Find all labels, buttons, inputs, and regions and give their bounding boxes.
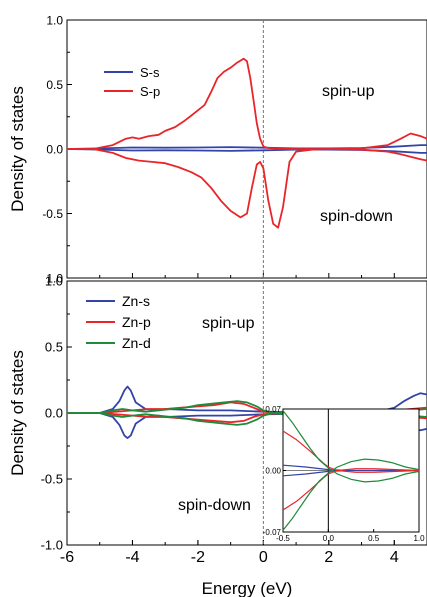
inset-series [282, 410, 420, 531]
legend-label-s-p: S-p [140, 84, 160, 99]
top-ytick-label: 0.0 [46, 142, 63, 156]
legend-label-zn-d: Zn-d [122, 335, 151, 351]
bottom-x-axis-label: Energy (eV) [202, 579, 293, 597]
top-y-axis: 1.0 0.5 0.0 -0.5 1.0 [42, 13, 427, 285]
legend-label-s-s: S-s [140, 65, 160, 80]
inset-xtick-label: 0.0 [323, 534, 335, 543]
bottom-ytick-label: 0.0 [45, 406, 63, 421]
bottom-ytick-label: 0.5 [45, 340, 63, 355]
top-annotation-spin-up: spin-up [322, 83, 375, 100]
bottom-series-zn-s-up [67, 385, 427, 414]
bottom-xtick-label: -4 [125, 549, 139, 566]
top-series-s-p-down [67, 148, 427, 229]
bottom-legend: Zn-s Zn-p Zn-d [86, 293, 151, 351]
bottom-annotation-spin-up: spin-up [202, 315, 255, 332]
top-series-s-s-down [66, 148, 427, 154]
bottom-xtick-label: 4 [390, 549, 399, 566]
bottom-x-axis: -6 -4 -2 0 2 4 [60, 540, 427, 566]
inset-xtick-label: 0.5 [368, 534, 380, 543]
inset-xtick-label: -0.5 [276, 534, 290, 543]
legend-label-zn-p: Zn-p [122, 314, 151, 330]
top-ytick-label: 1.0 [46, 13, 63, 27]
inset-series-blue-1 [282, 469, 419, 477]
top-ytick-label: 1.0 [46, 271, 63, 285]
inset-xtick-label: 1.0 [413, 534, 425, 543]
legend-label-zn-s: Zn-s [122, 293, 150, 309]
bottom-xtick-label: 0 [259, 549, 268, 566]
inset-series-red-3 [282, 468, 420, 511]
inset-series-green-4 [282, 410, 420, 483]
top-legend: S-s S-p [104, 65, 160, 99]
inset-series-red-2 [282, 430, 420, 473]
bottom-xtick-label: 2 [324, 549, 333, 566]
bottom-ytick-label: 1.0 [45, 274, 63, 289]
top-annotation-spin-down: spin-down [320, 208, 393, 225]
top-ytick-label: -0.5 [42, 207, 63, 221]
inset-ytick-label: 0.07 [265, 405, 281, 414]
inset-series-green-5 [282, 458, 420, 531]
bottom-xtick-label: -2 [191, 549, 205, 566]
bottom-y-axis: 1.0 0.5 0.0 -0.5 -1.0 [41, 274, 72, 553]
inset-axes: 0.07 0.00 -0.07-0.5 0.0 0.5 1.0 [263, 405, 425, 543]
top-y-axis-label: Density of states [8, 86, 27, 212]
inset-ytick-label: 0.00 [265, 466, 281, 475]
top-ytick-label: 0.5 [46, 78, 63, 92]
inset-panel: 0.07 0.00 -0.07-0.5 0.0 0.5 1.0 [263, 405, 425, 543]
top-series [66, 57, 427, 229]
bottom-annotation-spin-down: spin-down [178, 497, 251, 514]
top-series-s-s-up [66, 144, 427, 150]
bottom-y-axis-label: Density of states [8, 350, 27, 476]
bottom-ytick-label: -1.0 [41, 538, 63, 553]
top-panel-frame [66, 19, 427, 279]
bottom-ytick-label: -0.5 [41, 472, 63, 487]
bottom-xtick-label: -6 [60, 549, 74, 566]
top-panel: 1.0 0.5 0.0 -0.5 1.0 Density of states spin-… [8, 13, 427, 285]
inset-ytick-label: -0.07 [263, 528, 282, 537]
